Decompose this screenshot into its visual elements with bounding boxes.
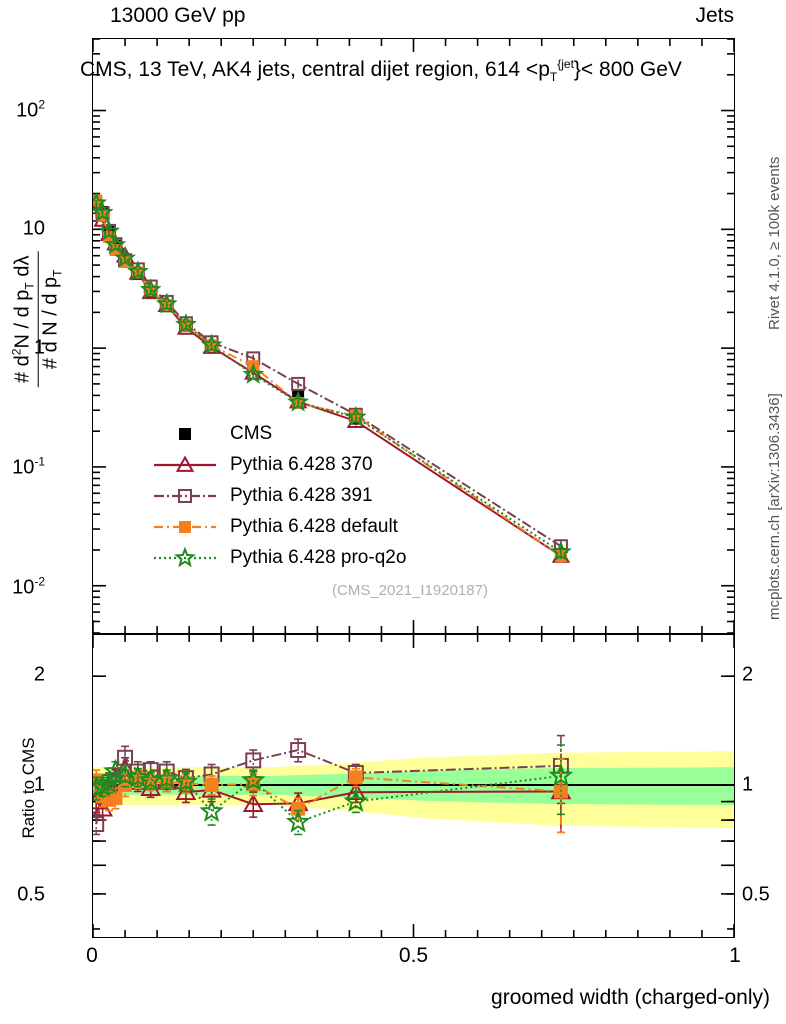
x-tick-label: 1: [729, 944, 741, 967]
analysis-id-watermark: (CMS_2021_I1920187): [332, 582, 488, 599]
mcplots-reference-note: mcplots.cern.ch [arXiv:1306.3436]: [766, 393, 783, 620]
ratio-plot-panel: [92, 634, 735, 938]
main-plot-panel: [92, 38, 735, 634]
ratio-plot-canvas: [93, 635, 734, 937]
y-den-sub: T: [50, 269, 65, 277]
main-ytick-label: 102: [16, 97, 45, 122]
header-analysis-label: Jets: [695, 4, 734, 27]
legend-item-label: Pythia 6.428 370: [230, 453, 373, 475]
header-beam-label: 13000 GeV pp: [110, 4, 246, 27]
y-num-sup: 2: [9, 348, 24, 356]
y-num-c: dλ: [11, 255, 34, 283]
y-axis-denominator: # d N / d pT: [39, 252, 65, 387]
main-ytick-label: 10-1: [12, 455, 45, 479]
main-plot-canvas: [93, 39, 734, 633]
x-tick-label: 0.5: [398, 944, 429, 967]
ratio-ytick-label: 1: [33, 773, 45, 796]
plot-title-sup: {jet: [557, 57, 574, 71]
y-num-a: # d: [11, 355, 34, 383]
legend-item-label: Pythia 6.428 default: [230, 515, 398, 537]
legend: CMS Pythia 6.428 370 Pythia 6.428 391 Pythi…: [152, 418, 406, 573]
x-tick-label: 0: [86, 944, 98, 967]
legend-item-label: Pythia 6.428 391: [230, 484, 373, 506]
legend-item[interactable]: CMS: [152, 418, 406, 449]
y-axis-numerator: # d2N / d pT dλ: [9, 251, 39, 387]
legend-item[interactable]: Pythia 6.428 370: [152, 449, 406, 480]
y-num-sub: T: [22, 282, 37, 290]
main-ytick-label: 10-2: [12, 574, 45, 598]
legend-item-label: Pythia 6.428 pro-q2o: [230, 546, 407, 568]
legend-item-label: CMS: [230, 422, 273, 444]
ratio-ytick-label: 2: [33, 663, 45, 686]
legend-item[interactable]: Pythia 6.428 pro-q2o: [152, 542, 406, 573]
main-y-axis-label: # d2N / d pT dλ # d N / d pT: [9, 129, 66, 509]
legend-item[interactable]: Pythia 6.428 391: [152, 480, 406, 511]
ratio-ytick-label: 0.5: [17, 883, 45, 906]
main-ytick-label: 10: [22, 217, 45, 240]
plot-title-pre: CMS, 13 TeV, AK4 jets, central dijet reg…: [80, 58, 550, 81]
y-axis-fraction: # d2N / d pT dλ # d N / d pT: [9, 251, 66, 387]
legend-marker-filled-square-icon: [152, 516, 218, 538]
plot-title-sub: T: [549, 70, 558, 85]
legend-marker-open-square-icon: [152, 485, 218, 507]
ratio-ytick-label-right: 2: [742, 663, 754, 686]
plot-title-post: }< 800 GeV: [573, 58, 682, 81]
legend-marker-open-triangle-icon: [152, 454, 218, 476]
main-ytick-label: 1: [33, 336, 45, 359]
y-num-b: N / d p: [11, 289, 34, 349]
plot-title: CMS, 13 TeV, AK4 jets, central dijet reg…: [80, 57, 682, 84]
legend-marker-open-star-icon: [152, 546, 218, 569]
x-axis-label: groomed width (charged-only): [491, 986, 770, 1009]
ratio-ytick-label-right: 1: [742, 773, 754, 796]
rivet-version-note: Rivet 4.1.0, ≥ 100k events: [766, 156, 783, 330]
legend-marker-filled-square-icon: [152, 423, 218, 445]
legend-item[interactable]: Pythia 6.428 default: [152, 511, 406, 542]
ratio-ytick-label-right: 0.5: [742, 883, 770, 906]
